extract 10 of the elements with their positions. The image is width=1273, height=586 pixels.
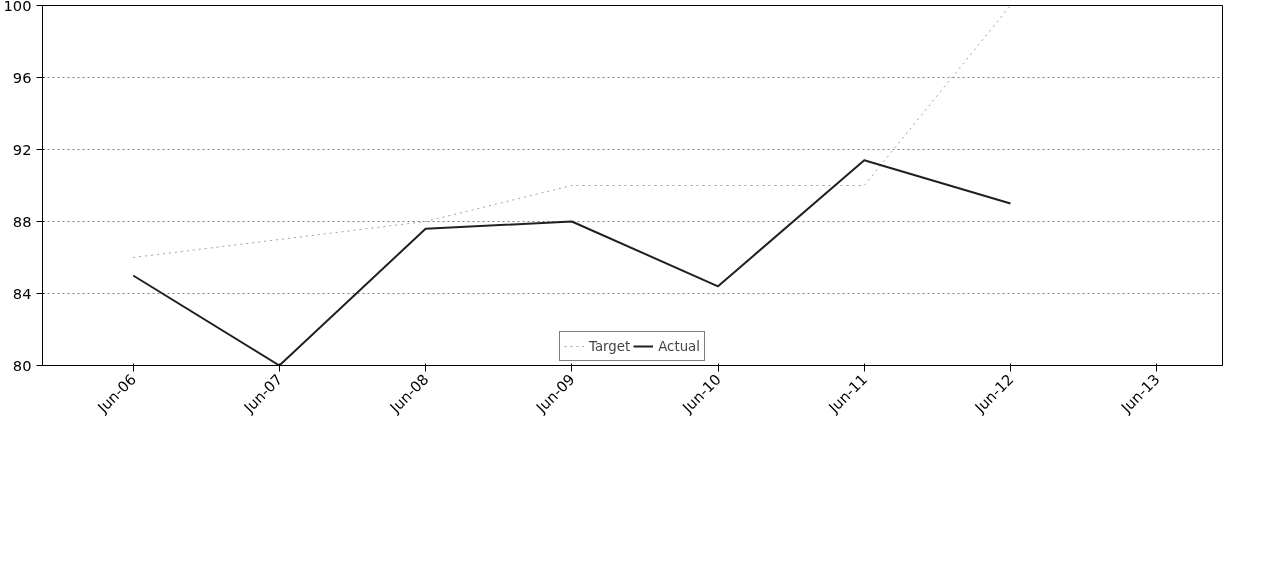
legend-label: Actual	[658, 338, 700, 354]
y-tick-label: 84	[12, 284, 32, 302]
line-series	[132, 159, 1012, 366]
y-tick-label: 100	[3, 0, 32, 14]
y-tick-label: 88	[12, 212, 32, 230]
line-series	[132, 5, 1011, 258]
y-tick-label: 96	[12, 68, 32, 86]
y-tick-label: 80	[12, 356, 32, 374]
y-tick-label: 92	[12, 140, 32, 158]
legend-label: Target	[589, 338, 631, 354]
